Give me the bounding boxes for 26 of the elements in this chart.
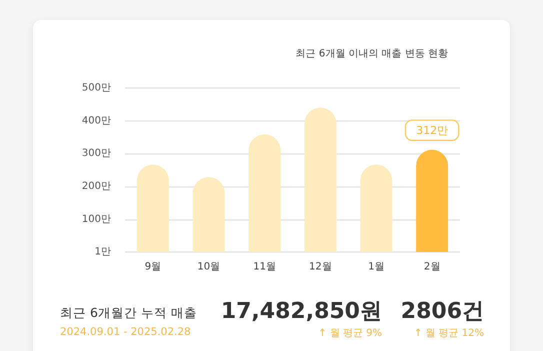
x-tick-label: 11월	[253, 262, 276, 272]
x-tick-label: 1월	[368, 262, 384, 272]
text: ↑ 월 평균 12%	[414, 327, 484, 340]
bar	[248, 134, 281, 252]
text: 2806건	[400, 298, 484, 326]
bar	[304, 108, 336, 252]
x-tick-label: 10월	[197, 262, 220, 272]
y-tick-label: 400만	[82, 115, 111, 126]
x-tick-label: 2월	[424, 262, 440, 272]
text: 2024.09.01 - 2025.02.28	[60, 326, 191, 338]
y-tick-label: 500만	[82, 82, 111, 94]
text: ↑ 월 평균 9%	[318, 327, 382, 340]
y-tick-label: 300만	[82, 148, 111, 160]
text: 최근 6개월간 누적 매출	[60, 305, 197, 322]
text: 17,482,850원	[220, 298, 382, 326]
bar	[416, 150, 448, 252]
y-tick-label: 100만	[82, 214, 111, 225]
bar	[136, 164, 169, 252]
y-tick-label: 1만	[94, 246, 111, 258]
chart-title: 최근 6개월 이내의 매출 변동 현황	[296, 48, 448, 60]
data-label: 312만	[416, 124, 448, 137]
bar	[192, 177, 225, 252]
y-tick-label: 200만	[82, 181, 111, 192]
x-tick-label: 12월	[309, 262, 332, 272]
bar	[360, 164, 392, 252]
x-tick-label: 9월	[144, 262, 162, 272]
